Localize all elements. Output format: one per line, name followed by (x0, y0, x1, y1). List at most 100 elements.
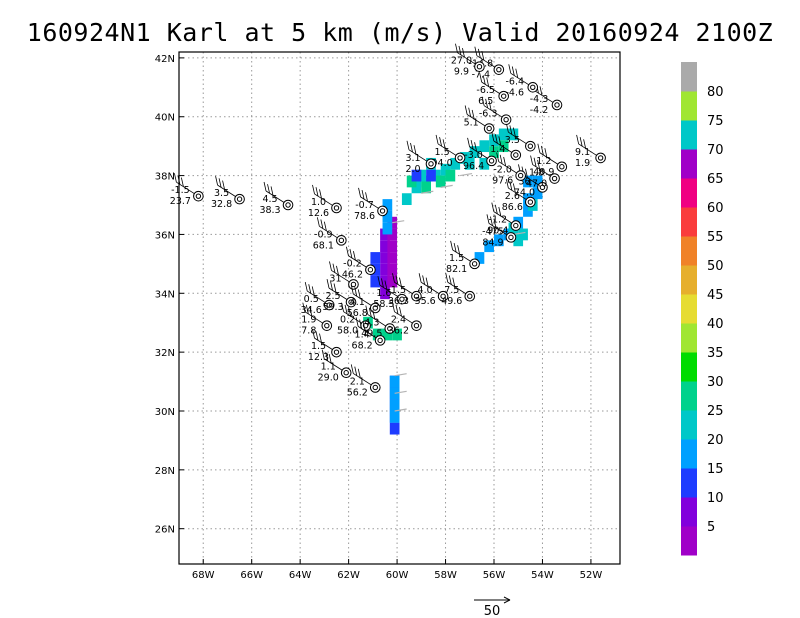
dropsonde: 1.847.0 (526, 155, 560, 190)
colorbar-label: 20 (707, 433, 724, 448)
dropsonde-value-upper: 4.3 (364, 318, 379, 329)
wind-barb-tick (464, 105, 468, 115)
colorbar-label: 75 (707, 114, 724, 129)
wind-barb-tick (508, 64, 512, 74)
wind-swath-cell (469, 146, 480, 158)
dropsonde-value-lower: 78.6 (354, 211, 375, 222)
colorbar-label: 55 (707, 230, 724, 245)
wind-swath-cell (382, 222, 393, 235)
wind-barb-tick (304, 281, 308, 292)
colorbar-label: 60 (707, 201, 724, 216)
wind-barb-tick (544, 148, 548, 158)
colorbar-label: 65 (707, 172, 724, 187)
wind-barb-tick (462, 48, 465, 58)
wind-barb-tick (479, 73, 483, 83)
wind-barb-tick (316, 217, 320, 227)
dropsonde: 1.536.3 (388, 273, 422, 307)
dropsonde-value-lower: 2.0 (405, 164, 420, 175)
wind-barb-tick (499, 154, 503, 164)
lon-tick-label: 58W (434, 570, 457, 581)
wind-barb-tick (323, 221, 327, 231)
dropsonde-value-lower: -4.6 (505, 87, 524, 98)
wind-barb-tick (348, 306, 351, 317)
dropsonde-value-upper: -6.3 (479, 109, 498, 120)
wind-swath-cell (513, 234, 524, 247)
map-frame (178, 51, 621, 565)
analysis-wind-arrow (392, 220, 405, 224)
dropsonde-value-upper: -1.5 (171, 185, 190, 196)
dropsonde-value-upper: 1.1 (321, 362, 336, 373)
dropsonde-value-upper: 1.9 (301, 315, 316, 326)
wind-barb-tick (368, 307, 372, 317)
dropsonde: 2.156.2 (347, 364, 381, 398)
wind-swath-cell (532, 187, 543, 200)
dropsonde: 7.549.6 (441, 273, 476, 307)
colorbar-swatch (681, 62, 697, 92)
dropsonde: 4.035.6 (415, 273, 449, 307)
dropsonde-marker-inner (559, 164, 565, 170)
dropsonde: -6.56.5 (476, 73, 509, 107)
wind-barb-tick (319, 189, 322, 199)
dropsonde-value-upper: -2.0 (493, 165, 512, 176)
dropsonde-marker-inner (285, 202, 291, 208)
lon-tick-label: 62W (337, 570, 360, 581)
dropsonde: -3.096.4 (463, 137, 497, 172)
dropsonde-marker-inner (333, 349, 340, 355)
dropsonde-value-upper: 2.6 (505, 191, 520, 202)
wind-barb-tick (365, 192, 368, 202)
wind-swath-cell (435, 175, 446, 188)
wind-barb-tick (482, 75, 486, 85)
wind-barb-tick (355, 317, 359, 327)
dropsonde-value-lower: 90.4 (487, 226, 508, 237)
wind-swath-cell (382, 199, 393, 211)
dropsonde: 1.97.8 (301, 302, 333, 337)
wind-swath-cell (382, 210, 393, 223)
dropsonde: 27.09.9 (451, 43, 485, 78)
dropsonde-value-upper: 5.1 (464, 118, 479, 129)
wind-swath-cell (372, 328, 383, 341)
dropsonde-value-lower: 34.6 (301, 305, 322, 316)
wind-barb-tick (336, 265, 339, 275)
dropsonde-value-upper: -0.7 (355, 200, 374, 211)
wind-swath-cell (484, 240, 494, 253)
lon-tick-label: 66W (240, 570, 263, 581)
dropsonde-value-upper: 1.0 (311, 197, 326, 208)
dropsonde-value-lower: 59.3 (322, 302, 343, 313)
wind-barb-tick (498, 206, 502, 217)
dropsonde: 0.534.6 (301, 281, 335, 316)
dropsonde-value-upper: 2.5 (325, 291, 340, 302)
reference-vector-arrowhead (503, 596, 511, 604)
wind-barb-tick (525, 168, 528, 178)
dropsonde-layer: -1.523.73.532.8 4.538.31.012.6-0.778.6-0.… (170, 43, 606, 398)
lat-tick-label: 38N (155, 172, 175, 183)
wind-barb-tick (439, 137, 442, 147)
analysis-wind-arrow (421, 190, 434, 194)
dropsonde-value-lower: 7.8 (301, 326, 316, 337)
wind-barb-tick (496, 152, 500, 162)
wind-barb-tick (344, 304, 348, 314)
wind-swath-cell (389, 399, 400, 411)
wind-barb-tick (445, 273, 449, 283)
wind-barb-tick (308, 284, 312, 294)
wind-barb-tick (442, 139, 446, 149)
dropsonde-value-upper: 2.1 (350, 376, 365, 387)
dropsonde-value-lower: 56.2 (347, 387, 368, 398)
wind-barb-tick (333, 283, 337, 293)
wind-barb-tick (332, 263, 336, 273)
wind-barb-tick (537, 159, 540, 170)
wind-barb-tick (315, 331, 319, 341)
lat-tick-label: 40N (155, 113, 175, 124)
dropsonde-value-upper: 4.1 (350, 297, 365, 308)
wind-barb-tick (311, 286, 315, 296)
wind-swath-cell (464, 157, 475, 170)
wind-barb-tick (583, 139, 587, 149)
wind-swath-cell (489, 146, 499, 158)
wind-barb-tick (486, 77, 490, 87)
colorbar-label: 50 (707, 259, 724, 274)
wind-barb-tick (349, 248, 353, 259)
dropsonde-value-upper: 1.5 (311, 341, 326, 352)
dropsonde-marker-inner (338, 237, 345, 244)
dropsonde-value-lower: 35.6 (415, 296, 436, 307)
dropsonde-marker-inner (379, 208, 386, 214)
wind-barb-tick (354, 366, 358, 376)
